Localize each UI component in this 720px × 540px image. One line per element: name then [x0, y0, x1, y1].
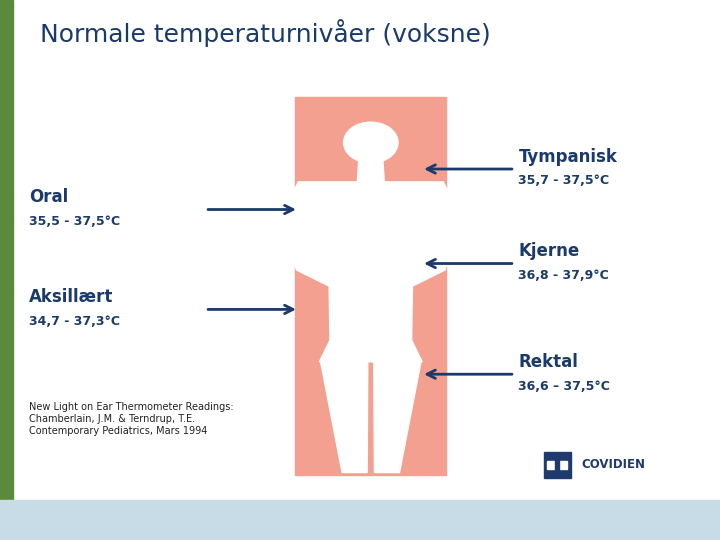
Circle shape — [343, 122, 398, 163]
Text: COVIDIEN: COVIDIEN — [582, 458, 646, 471]
Polygon shape — [320, 362, 368, 472]
Text: 36,8 - 37,9°C: 36,8 - 37,9°C — [518, 269, 609, 282]
Text: 36,6 – 37,5°C: 36,6 – 37,5°C — [518, 380, 611, 393]
Text: Aksillært: Aksillært — [29, 288, 113, 306]
Text: Rektal: Rektal — [518, 353, 578, 371]
Text: Oral: Oral — [29, 188, 68, 206]
Bar — [544, 452, 571, 478]
Text: 35,7 - 37,5°C: 35,7 - 37,5°C — [518, 174, 610, 187]
Text: Covidien  |  23/11/2020  |  Confidential: Covidien | 23/11/2020 | Confidential — [272, 515, 448, 524]
Bar — [555, 455, 559, 475]
Text: 35,5 - 37,5°C: 35,5 - 37,5°C — [29, 215, 120, 228]
Text: New Light on Ear Thermometer Readings:
Chamberlain, J.M. & Terndrup, T.E.
Contem: New Light on Ear Thermometer Readings: C… — [29, 402, 233, 435]
Text: 34,7 - 37,3°C: 34,7 - 37,3°C — [29, 315, 120, 328]
Text: Normale temperaturnivåer (voksne): Normale temperaturnivåer (voksne) — [40, 19, 490, 47]
Text: Kjerne: Kjerne — [518, 242, 580, 260]
Text: Tympanisk: Tympanisk — [518, 147, 617, 166]
Polygon shape — [374, 362, 421, 472]
Bar — [547, 461, 567, 469]
Bar — [295, 97, 446, 475]
Polygon shape — [357, 160, 384, 185]
Polygon shape — [292, 182, 450, 362]
